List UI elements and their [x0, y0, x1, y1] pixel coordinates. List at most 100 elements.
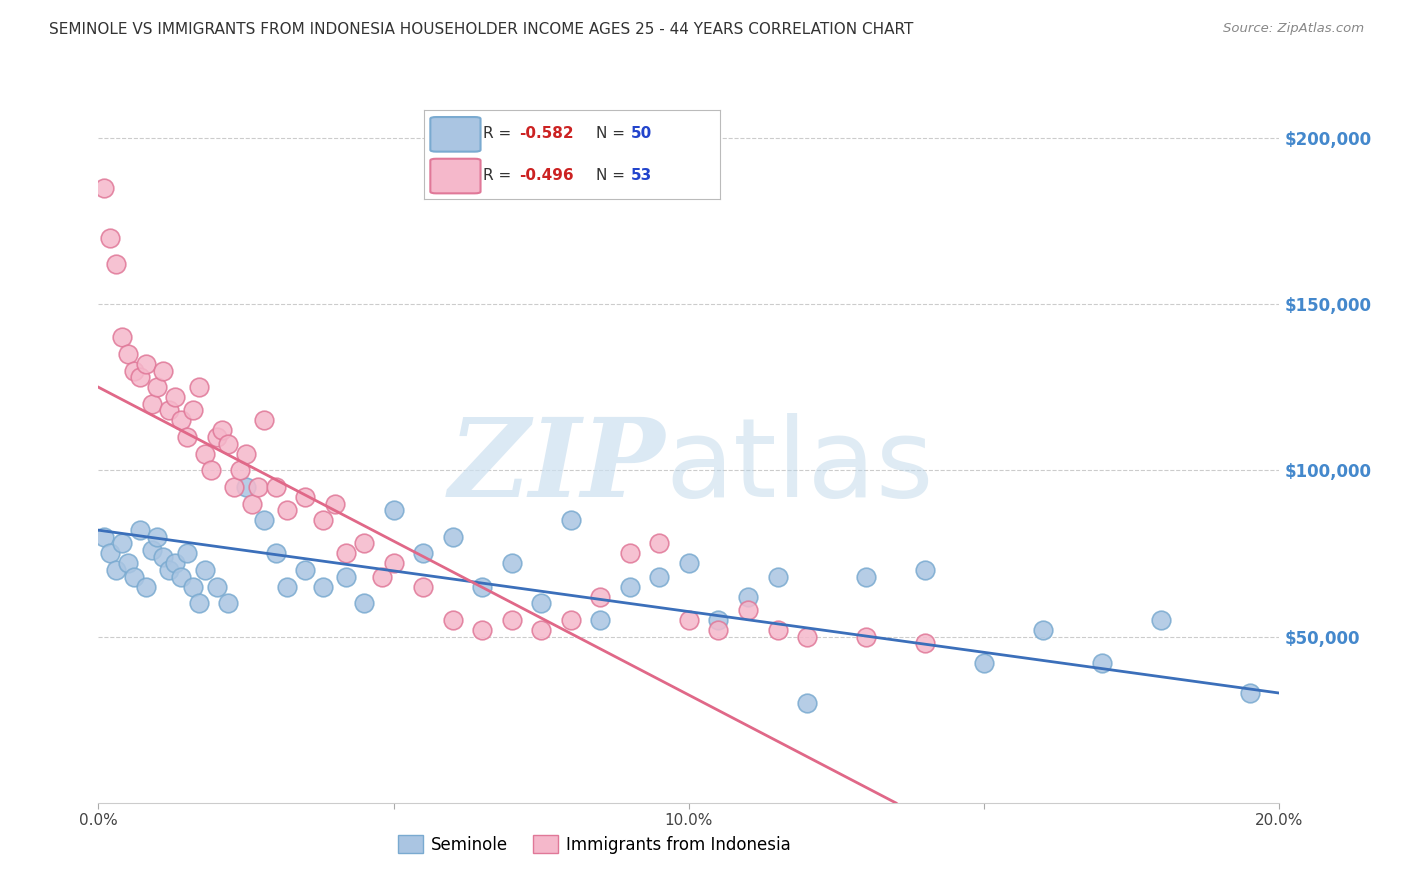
Point — [146, 380, 169, 394]
Point — [1091, 656, 1114, 670]
Point — [312, 580, 335, 594]
Point — [766, 623, 789, 637]
Point — [294, 563, 316, 577]
Point — [530, 596, 553, 610]
Point — [128, 370, 150, 384]
Point — [441, 613, 464, 627]
Point — [973, 656, 995, 670]
Point — [170, 570, 193, 584]
Text: R =: R = — [484, 168, 516, 183]
Point — [412, 546, 434, 560]
Point — [217, 436, 239, 450]
Point — [194, 447, 217, 461]
Point — [135, 580, 157, 594]
Point — [323, 497, 346, 511]
Text: N =: N = — [596, 168, 630, 183]
Point — [335, 546, 357, 560]
Point — [560, 513, 582, 527]
Point — [276, 580, 298, 594]
Point — [200, 463, 222, 477]
Point — [619, 546, 641, 560]
Point — [796, 696, 818, 710]
Point — [122, 363, 145, 377]
Point — [471, 623, 494, 637]
Point — [855, 630, 877, 644]
Point — [441, 530, 464, 544]
Text: N =: N = — [596, 127, 630, 142]
Point — [235, 480, 257, 494]
Point — [353, 536, 375, 550]
Point — [235, 447, 257, 461]
Point — [105, 563, 128, 577]
Point — [246, 480, 269, 494]
Point — [382, 557, 405, 571]
Text: 50: 50 — [631, 127, 652, 142]
Point — [796, 630, 818, 644]
Point — [187, 596, 209, 610]
Point — [707, 613, 730, 627]
Point — [128, 523, 150, 537]
Point — [141, 543, 163, 558]
Point — [93, 530, 115, 544]
Point — [224, 480, 246, 494]
Point — [157, 403, 180, 417]
Text: atlas: atlas — [665, 413, 934, 520]
Text: R =: R = — [484, 127, 516, 142]
Text: Source: ZipAtlas.com: Source: ZipAtlas.com — [1223, 22, 1364, 36]
Point — [530, 623, 553, 637]
Point — [589, 590, 612, 604]
Point — [678, 557, 700, 571]
Point — [229, 463, 252, 477]
Point — [211, 424, 233, 438]
Text: SEMINOLE VS IMMIGRANTS FROM INDONESIA HOUSEHOLDER INCOME AGES 25 - 44 YEARS CORR: SEMINOLE VS IMMIGRANTS FROM INDONESIA HO… — [49, 22, 914, 37]
Point — [766, 570, 789, 584]
Point — [335, 570, 357, 584]
Point — [264, 480, 287, 494]
Point — [253, 513, 276, 527]
Point — [152, 363, 174, 377]
Point — [146, 530, 169, 544]
Point — [371, 570, 394, 584]
Point — [165, 557, 187, 571]
Point — [117, 557, 139, 571]
Point — [117, 347, 139, 361]
Point — [914, 563, 936, 577]
Point — [276, 503, 298, 517]
Point — [707, 623, 730, 637]
Point — [501, 613, 523, 627]
Point — [111, 536, 134, 550]
Point — [737, 603, 759, 617]
Text: -0.496: -0.496 — [519, 168, 574, 183]
Point — [105, 257, 128, 271]
Point — [141, 397, 163, 411]
FancyBboxPatch shape — [430, 117, 481, 152]
Point — [471, 580, 494, 594]
Point — [1150, 613, 1173, 627]
Point — [135, 357, 157, 371]
Point — [648, 536, 671, 550]
Point — [170, 413, 193, 427]
Point — [93, 180, 115, 194]
Point — [98, 546, 121, 560]
Point — [648, 570, 671, 584]
Point — [382, 503, 405, 517]
Point — [111, 330, 134, 344]
Point — [353, 596, 375, 610]
Point — [1032, 623, 1054, 637]
Point — [737, 590, 759, 604]
Point — [181, 580, 204, 594]
Point — [205, 430, 228, 444]
Point — [855, 570, 877, 584]
Point — [678, 613, 700, 627]
Point — [205, 580, 228, 594]
Point — [253, 413, 276, 427]
Point — [264, 546, 287, 560]
Legend: Seminole, Immigrants from Indonesia: Seminole, Immigrants from Indonesia — [391, 829, 797, 860]
Point — [181, 403, 204, 417]
Point — [619, 580, 641, 594]
Point — [412, 580, 434, 594]
Point — [1239, 686, 1261, 700]
Point — [176, 430, 198, 444]
Point — [501, 557, 523, 571]
Point — [240, 497, 263, 511]
